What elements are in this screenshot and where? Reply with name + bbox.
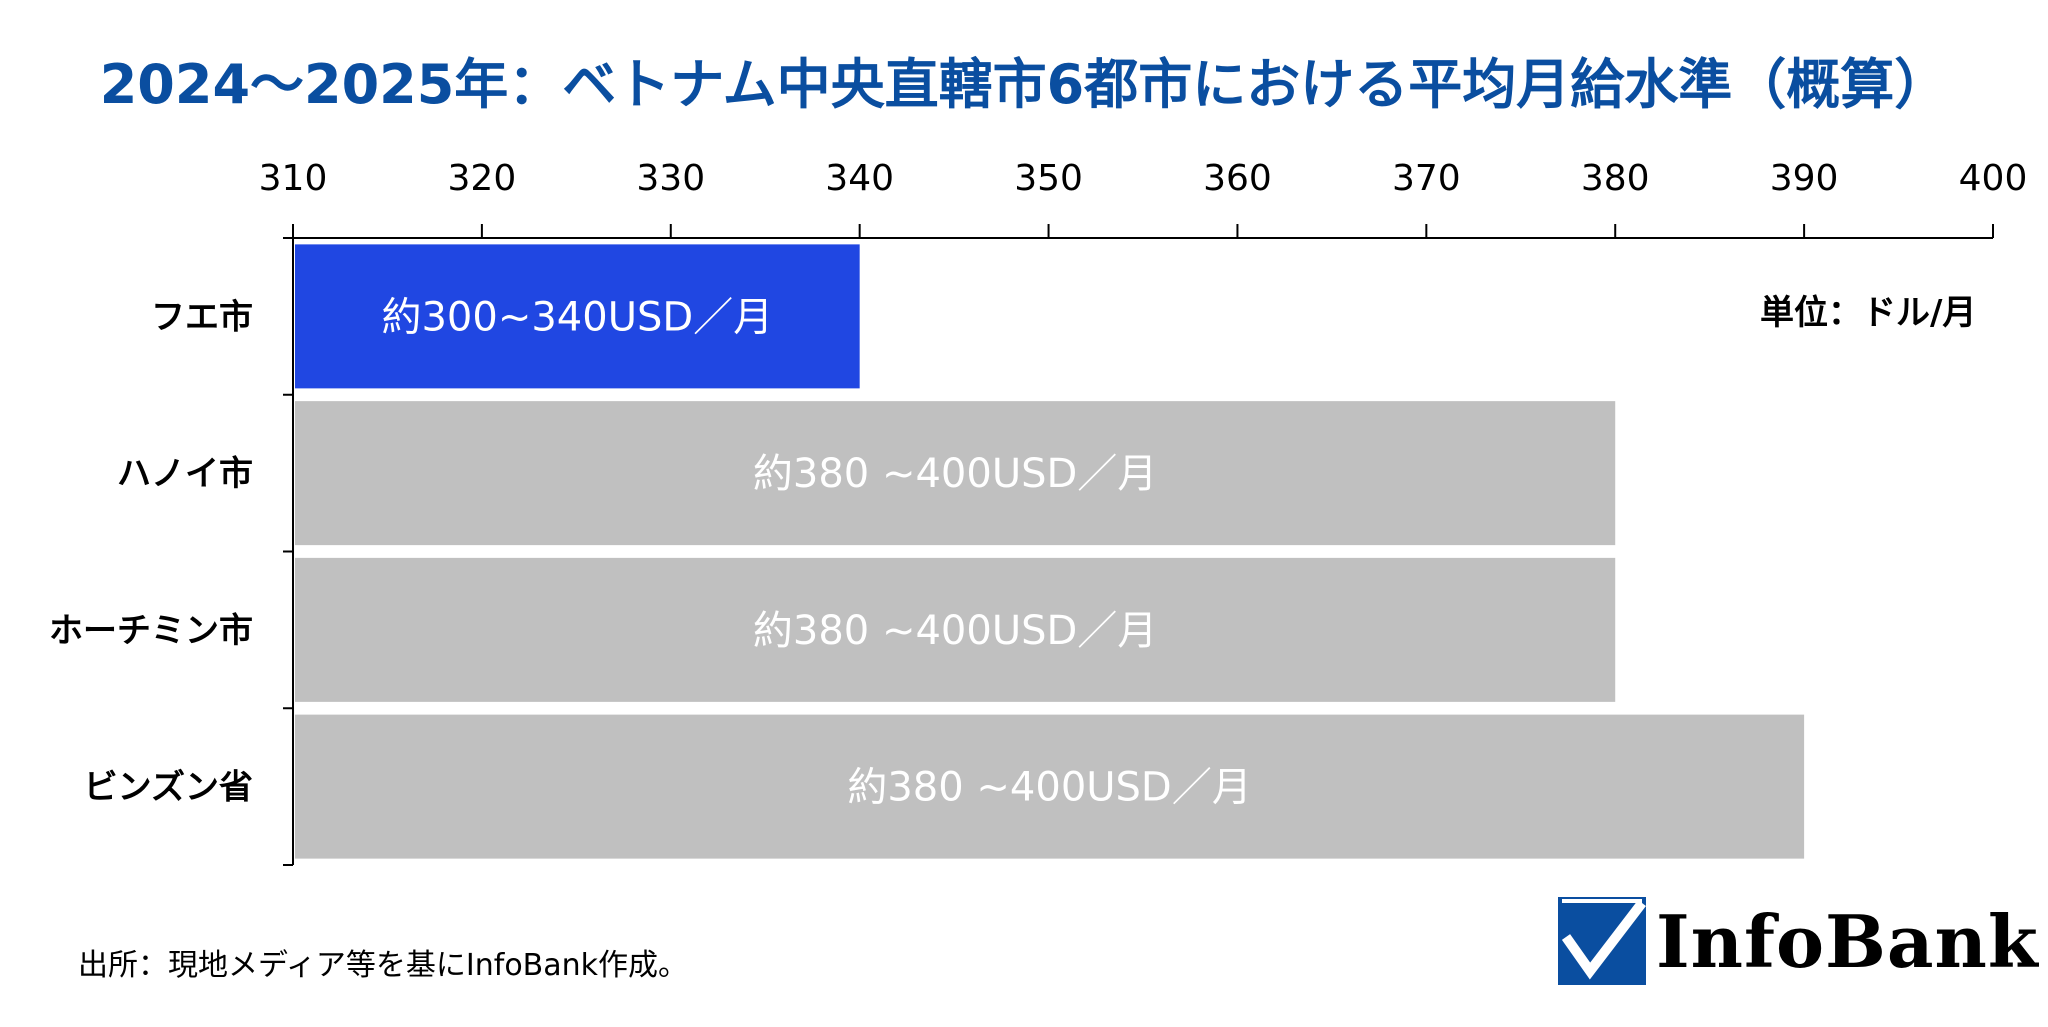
category-label: ホーチミン市: [49, 611, 253, 651]
x-tick-label: 310: [259, 158, 328, 199]
bar-label: 約380 ~400USD／月: [753, 451, 1157, 497]
bar-label: 約380 ~400USD／月: [847, 765, 1251, 811]
x-tick-label: 320: [448, 158, 517, 199]
x-tick-label: 330: [636, 158, 705, 199]
source-note: 出所：現地メディア等を基にInfoBank作成。: [78, 948, 689, 983]
x-tick-label: 360: [1203, 158, 1272, 199]
x-tick-label: 380: [1581, 158, 1650, 199]
x-tick-label: 390: [1770, 158, 1839, 199]
bar-label: 約300~340USD／月: [381, 294, 773, 340]
bar: [295, 244, 860, 389]
unit-label: 単位：ドル/月: [1760, 293, 1977, 333]
bar: [295, 557, 1616, 702]
bar: [295, 714, 1805, 859]
category-label: ハノイ市: [117, 454, 253, 494]
x-tick-label: 350: [1014, 158, 1083, 199]
infobank-logo: InfoBank: [1558, 896, 2039, 986]
checkmark-icon: [1558, 897, 1646, 985]
x-tick-label: 370: [1392, 158, 1461, 199]
category-label: ビンズン省: [84, 768, 253, 808]
x-tick-label: 340: [825, 158, 894, 199]
logo-text: InfoBank: [1656, 898, 2039, 984]
bar: [295, 401, 1616, 546]
category-label: フエ市: [151, 297, 253, 337]
chart-title: 2024〜2025年：ベトナム中央直轄市6都市における平均月給水準（概算）: [99, 53, 1949, 116]
x-tick-label: 400: [1959, 158, 2028, 199]
bar-label: 約380 ~400USD／月: [753, 608, 1157, 654]
